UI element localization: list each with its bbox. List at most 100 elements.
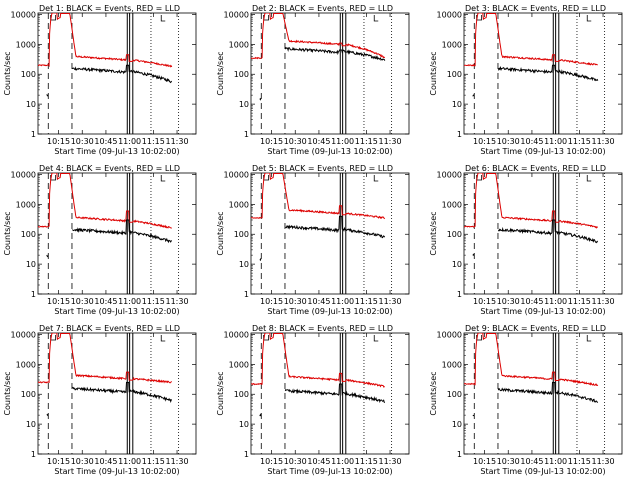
x-tick-label: 11:00 (331, 297, 354, 306)
x-tick-label: 10:30 (284, 457, 307, 466)
series-lld-line (38, 13, 173, 68)
x-tick-label: 10:30 (497, 137, 520, 146)
x-tick-label: 10:30 (284, 137, 307, 146)
x-tick-label: 10:45 (307, 297, 330, 306)
series-lld-line (251, 173, 386, 220)
y-tick-label: 100 (234, 70, 249, 79)
top-bracket-mark (160, 175, 166, 182)
x-tick-label: 11:00 (118, 297, 141, 306)
x-tick-label: 11:00 (118, 137, 141, 146)
top-bracket-mark (160, 15, 166, 22)
x-tick-label: 11:15 (568, 137, 591, 146)
panel-det-3: Det 3: BLACK = Events, RED = LLD 1 10 100 10… (429, 4, 623, 156)
top-bracket-mark (373, 175, 379, 182)
x-tick-label: 10:45 (520, 457, 543, 466)
series-lld-line (251, 13, 386, 60)
series-events-line (46, 381, 172, 417)
top-bracket-mark (586, 15, 592, 22)
y-tick-label: 100 (234, 390, 249, 399)
x-axis-label: Start Time (09-Jul-13 10:02:00) (480, 467, 605, 476)
x-tick-label: 10:15 (473, 457, 496, 466)
y-tick-label: 10000 (224, 170, 249, 179)
x-axis-label: Start Time (09-Jul-13 10:02:00) (54, 307, 179, 316)
y-tick-label: 1 (244, 450, 249, 459)
x-tick-label: 10:15 (473, 137, 496, 146)
y-tick-label: 1000 (442, 200, 462, 209)
y-tick-label: 100 (447, 390, 462, 399)
y-tick-label: 100 (447, 230, 462, 239)
y-tick-label: 1000 (229, 360, 249, 369)
y-tick-label: 100 (21, 70, 36, 79)
y-tick-label: 1 (244, 130, 249, 139)
y-axis-label: Counts/sec (429, 371, 438, 415)
top-bracket-mark-left (50, 175, 57, 181)
y-tick-label: 10 (452, 420, 462, 429)
y-tick-label: 10 (26, 100, 36, 109)
x-tick-label: 11:30 (379, 457, 402, 466)
x-tick-label: 10:45 (94, 137, 117, 146)
series-events-line (46, 64, 172, 97)
panel-det-7: Det 7: BLACK = Events, RED = LLD 1 10 100 10… (3, 324, 197, 476)
series-events-line (259, 215, 386, 262)
plot-frame (463, 172, 623, 295)
panel-title: Det 2: BLACK = Events, RED = LLD (252, 4, 393, 13)
panel-title: Det 3: BLACK = Events, RED = LLD (465, 4, 606, 13)
panel-det-6: Det 6: BLACK = Events, RED = LLD 1 10 100 10… (429, 164, 623, 316)
series-lld-line (251, 333, 386, 388)
y-axis-label: Counts/sec (216, 51, 225, 95)
x-tick-label: 11:00 (544, 137, 567, 146)
y-tick-label: 1 (31, 450, 36, 459)
x-tick-label: 11:15 (355, 137, 378, 146)
top-bracket-mark-left (476, 335, 483, 341)
y-tick-label: 1 (244, 290, 249, 299)
plot-frame (37, 172, 197, 295)
y-axis-label: Counts/sec (3, 51, 12, 95)
y-tick-label: 100 (21, 390, 36, 399)
plot-frame (463, 12, 623, 135)
y-tick-label: 1000 (16, 200, 36, 209)
series-lld-line (464, 173, 598, 229)
plot-frame (250, 172, 410, 295)
y-tick-label: 10 (239, 100, 249, 109)
x-tick-label: 11:30 (166, 137, 189, 146)
top-bracket-mark (586, 335, 592, 342)
x-tick-label: 10:15 (47, 457, 70, 466)
panel-title: Det 8: BLACK = Events, RED = LLD (252, 324, 393, 333)
x-tick-label: 11:30 (166, 457, 189, 466)
y-tick-label: 10000 (11, 10, 36, 19)
x-tick-label: 10:45 (307, 137, 330, 146)
y-tick-label: 1 (457, 450, 462, 459)
y-axis-label: Counts/sec (429, 51, 438, 95)
series-events-line (46, 219, 172, 258)
y-tick-label: 1000 (442, 360, 462, 369)
series-events-line (259, 383, 386, 417)
x-tick-label: 11:15 (142, 297, 165, 306)
top-bracket-mark-left (263, 335, 270, 341)
x-axis-label: Start Time (09-Jul-13 10:02:00) (267, 467, 392, 476)
panel-title: Det 4: BLACK = Events, RED = LLD (39, 164, 180, 173)
x-tick-label: 11:00 (331, 137, 354, 146)
plot-frame (463, 332, 623, 455)
y-axis-label: Counts/sec (3, 371, 12, 415)
series-lld-line (38, 173, 172, 229)
top-bracket-mark (373, 15, 379, 22)
top-bracket-mark (160, 335, 166, 342)
plot-frame (37, 332, 197, 455)
y-axis-label: Counts/sec (429, 211, 438, 255)
y-axis-label: Counts/sec (216, 371, 225, 415)
x-axis-label: Start Time (09-Jul-13 10:02:00) (54, 467, 179, 476)
panel-det-5: Det 5: BLACK = Events, RED = LLD 1 10 100 10… (216, 164, 410, 316)
x-axis-label: Start Time (09-Jul-13 10:02:00) (480, 147, 605, 156)
x-axis-label: Start Time (09-Jul-13 10:02:00) (267, 307, 392, 316)
top-bracket-mark-left (476, 175, 483, 181)
panel-det-9: Det 9: BLACK = Events, RED = LLD 1 10 100 10… (429, 324, 623, 476)
panel-det-4: Det 4: BLACK = Events, RED = LLD 1 10 100 10… (3, 164, 197, 316)
y-tick-label: 10 (239, 260, 249, 269)
y-tick-label: 1000 (16, 360, 36, 369)
y-tick-label: 1000 (229, 200, 249, 209)
panel-det-8: Det 8: BLACK = Events, RED = LLD 1 10 100 10… (216, 324, 410, 476)
y-tick-label: 1 (457, 130, 462, 139)
series-lld-line (464, 13, 598, 67)
panel-det-2: Det 2: BLACK = Events, RED = LLD 1 10 100 10… (216, 4, 410, 156)
